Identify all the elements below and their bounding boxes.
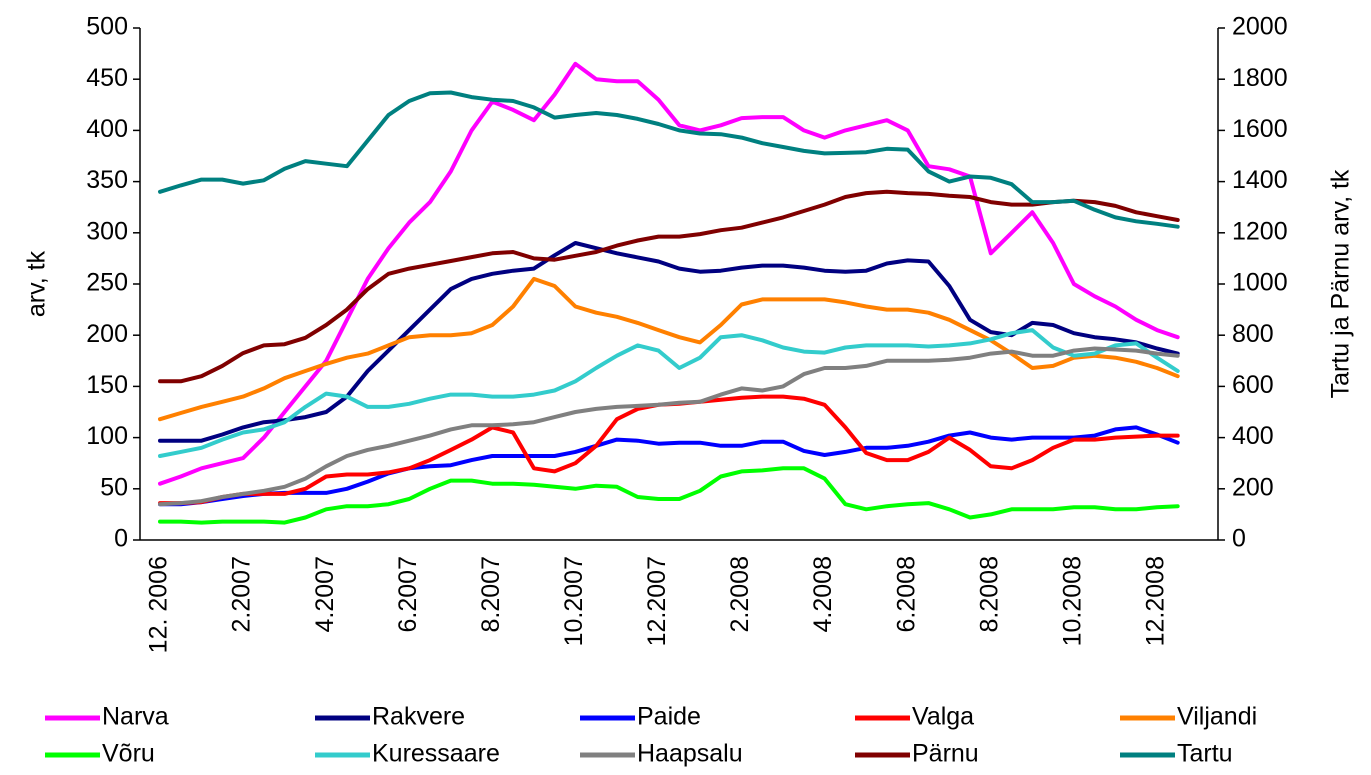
series-line — [158, 61, 1180, 486]
series-line — [158, 189, 1180, 384]
y2-tick-label: 2000 — [1232, 13, 1288, 41]
y-tick-label: 450 — [86, 64, 128, 92]
x-tick-label: 12.2007 — [643, 556, 671, 646]
y-tick-label: 300 — [86, 217, 128, 245]
legend-label: Paide — [637, 703, 701, 731]
y2-tick-label: 0 — [1232, 525, 1246, 553]
y2-tick-label: 1000 — [1232, 269, 1288, 297]
y-tick-label: 0 — [114, 525, 128, 553]
y-axis-label: arv, tk — [23, 250, 51, 317]
x-tick-label: 4.2007 — [311, 556, 339, 632]
y2-tick-label: 1400 — [1232, 166, 1288, 194]
legend-label: Pärnu — [912, 740, 979, 768]
legend-label: Kuressaare — [372, 740, 500, 768]
x-tick-label: 12. 2006 — [145, 556, 173, 653]
legend-label: Haapsalu — [637, 740, 743, 768]
x-tick-label: 2.2007 — [228, 556, 256, 632]
series-line — [158, 90, 1180, 229]
y2-tick-label: 200 — [1232, 473, 1274, 501]
series-line — [158, 346, 1180, 507]
series-line — [158, 328, 1180, 458]
y-tick-label: 100 — [86, 422, 128, 450]
legend-label: Rakvere — [372, 703, 465, 731]
y2-tick-label: 1800 — [1232, 64, 1288, 92]
legend-label: Valga — [912, 703, 974, 731]
x-tick-label: 10.2007 — [560, 556, 588, 646]
y-tick-label: 500 — [86, 13, 128, 41]
legend-label: Tartu — [1177, 740, 1233, 768]
x-tick-label: 10.2008 — [1058, 556, 1086, 646]
y-tick-label: 400 — [86, 115, 128, 143]
series-line — [158, 425, 1180, 507]
y-tick-label: 350 — [86, 166, 128, 194]
series-line — [158, 241, 1180, 443]
y2-tick-label: 1200 — [1232, 217, 1288, 245]
series-line — [158, 394, 1180, 506]
series-line — [158, 276, 1180, 422]
y2-tick-label: 400 — [1232, 422, 1274, 450]
x-tick-label: 2.2008 — [726, 556, 754, 632]
y-tick-label: 200 — [86, 320, 128, 348]
x-tick-label: 4.2008 — [809, 556, 837, 632]
series-line — [158, 466, 1180, 525]
y-tick-label: 150 — [86, 371, 128, 399]
x-tick-label: 6.2008 — [892, 556, 920, 632]
x-tick-label: 8.2008 — [975, 556, 1003, 632]
legend-label: Narva — [102, 703, 169, 731]
y2-tick-label: 800 — [1232, 320, 1274, 348]
x-tick-label: 6.2007 — [394, 556, 422, 632]
y2-tick-label: 600 — [1232, 371, 1274, 399]
y2-tick-label: 1600 — [1232, 115, 1288, 143]
legend-label: Võru — [102, 740, 155, 768]
y-tick-label: 250 — [86, 269, 128, 297]
x-tick-label: 12.2008 — [1142, 556, 1170, 646]
legend-label: Viljandi — [1177, 703, 1257, 731]
y2-axis-label: Tartu ja Pärnu arv, tk — [1327, 169, 1355, 398]
x-tick-label: 8.2007 — [477, 556, 505, 632]
y-tick-label: 50 — [100, 473, 128, 501]
